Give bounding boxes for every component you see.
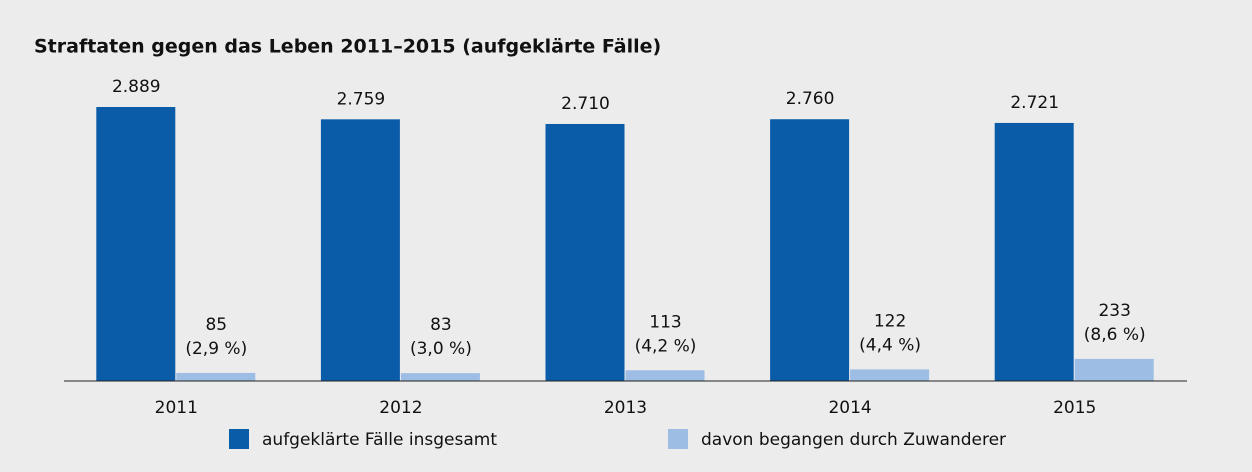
bar [625,370,705,381]
value-label: 2.760 [786,89,835,109]
share-label: (2,9 %) [185,339,247,359]
bar [770,119,850,381]
value-label: 2.721 [1010,93,1059,113]
x-tick-label: 2015 [1053,398,1096,418]
value-label: 2.889 [112,77,161,97]
legend-swatch [229,429,249,449]
bar [320,119,400,381]
bar [994,122,1074,382]
value-label: 2.710 [561,94,610,114]
value-label: 85 [205,315,227,335]
value-label: 83 [430,315,452,335]
bar [545,123,625,381]
legend-swatch [668,429,688,449]
chart-title: Straftaten gegen das Leben 2011–2015 (au… [34,36,661,58]
x-tick-label: 2011 [155,398,198,418]
bar [1074,358,1154,381]
value-label: 2.759 [337,89,386,109]
bar [850,369,930,381]
legend-label: aufgeklärte Fälle insgesamt [262,430,497,450]
bar [176,372,256,381]
legend-label: davon begangen durch Zuwanderer [701,430,1006,450]
x-tick-label: 2012 [379,398,422,418]
value-label: 113 [649,312,681,332]
value-label: 233 [1098,301,1130,321]
x-tick-label: 2013 [604,398,647,418]
bar [400,373,480,381]
x-tick-label: 2014 [828,398,871,418]
value-label: 122 [874,311,906,331]
share-label: (8,6 %) [1084,325,1146,345]
bar [96,107,176,381]
share-label: (4,4 %) [859,335,921,355]
share-label: (4,2 %) [635,336,697,356]
share-label: (3,0 %) [410,339,472,359]
